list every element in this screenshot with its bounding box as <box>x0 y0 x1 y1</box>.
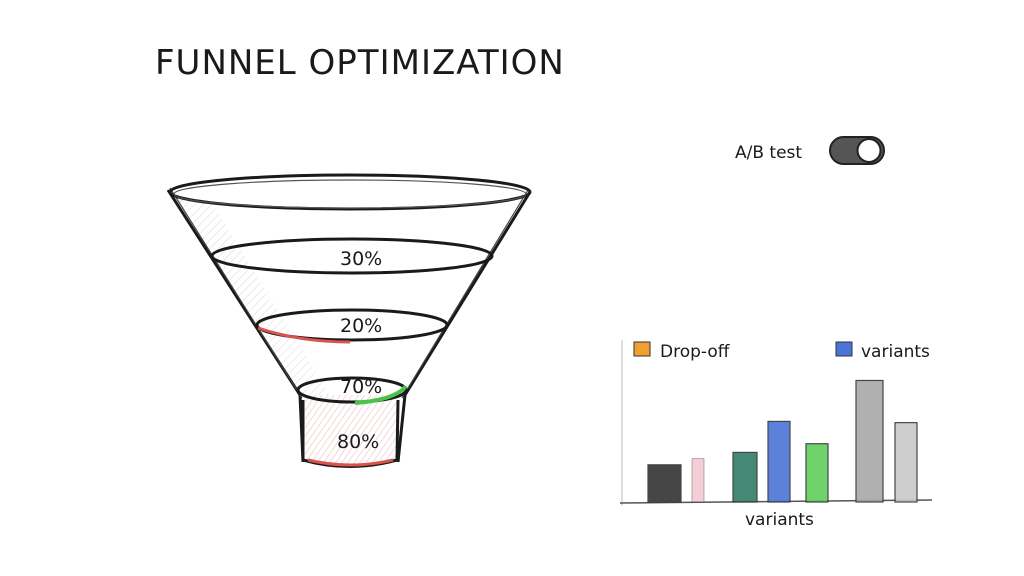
legend-swatch-drop-off <box>633 341 651 357</box>
funnel-ring-2-accent <box>257 326 351 344</box>
legend-label-variants: variants <box>861 342 930 362</box>
ab-test-toggle[interactable]: A/B test <box>735 136 885 165</box>
funnel-top-rim <box>168 173 532 211</box>
funnel-stage-4-label: 80% <box>337 431 379 453</box>
chart-bar-5 <box>805 443 829 503</box>
chart-x-label: variants <box>745 510 814 530</box>
funnel-shading <box>172 195 330 395</box>
funnel-spout-right <box>395 399 400 461</box>
chart-bar-7 <box>894 422 918 503</box>
funnel-spout-shading <box>305 395 398 466</box>
funnel-ring-3 <box>296 376 408 404</box>
funnel-stage-1-label: 30% <box>340 248 382 270</box>
funnel-left-wall-sketch <box>169 187 303 399</box>
funnel-right-wall <box>396 191 532 463</box>
page-title: FUNNEL OPTIMIZATION <box>155 43 565 83</box>
chart-bar-1 <box>647 464 682 503</box>
funnel-stage-3-label: 70% <box>340 376 382 398</box>
toggle-knob[interactable] <box>856 138 882 163</box>
funnel-ring-1 <box>210 237 494 275</box>
funnel-top-rim-sketch <box>173 179 527 209</box>
funnel-stage-2-label: 20% <box>340 315 382 337</box>
chart-bar-6 <box>855 379 884 503</box>
funnel-ring-2 <box>255 308 449 342</box>
funnel-diagram: 30% 20% 70% 80% <box>166 173 532 468</box>
variants-bar-chart: Drop-off variants variants <box>619 340 933 530</box>
chart-bar-4 <box>767 420 791 503</box>
ab-test-label: A/B test <box>735 143 802 163</box>
chart-bars <box>647 379 918 503</box>
funnel-ring-3-accent <box>354 384 408 405</box>
chart-bar-2 <box>691 458 705 503</box>
funnel-right-wall-sketch <box>401 189 529 399</box>
chart-bar-3 <box>732 451 758 503</box>
legend-swatch-variants <box>835 341 853 357</box>
funnel-spout-accent <box>307 458 394 467</box>
legend-label-drop-off: Drop-off <box>660 342 731 362</box>
